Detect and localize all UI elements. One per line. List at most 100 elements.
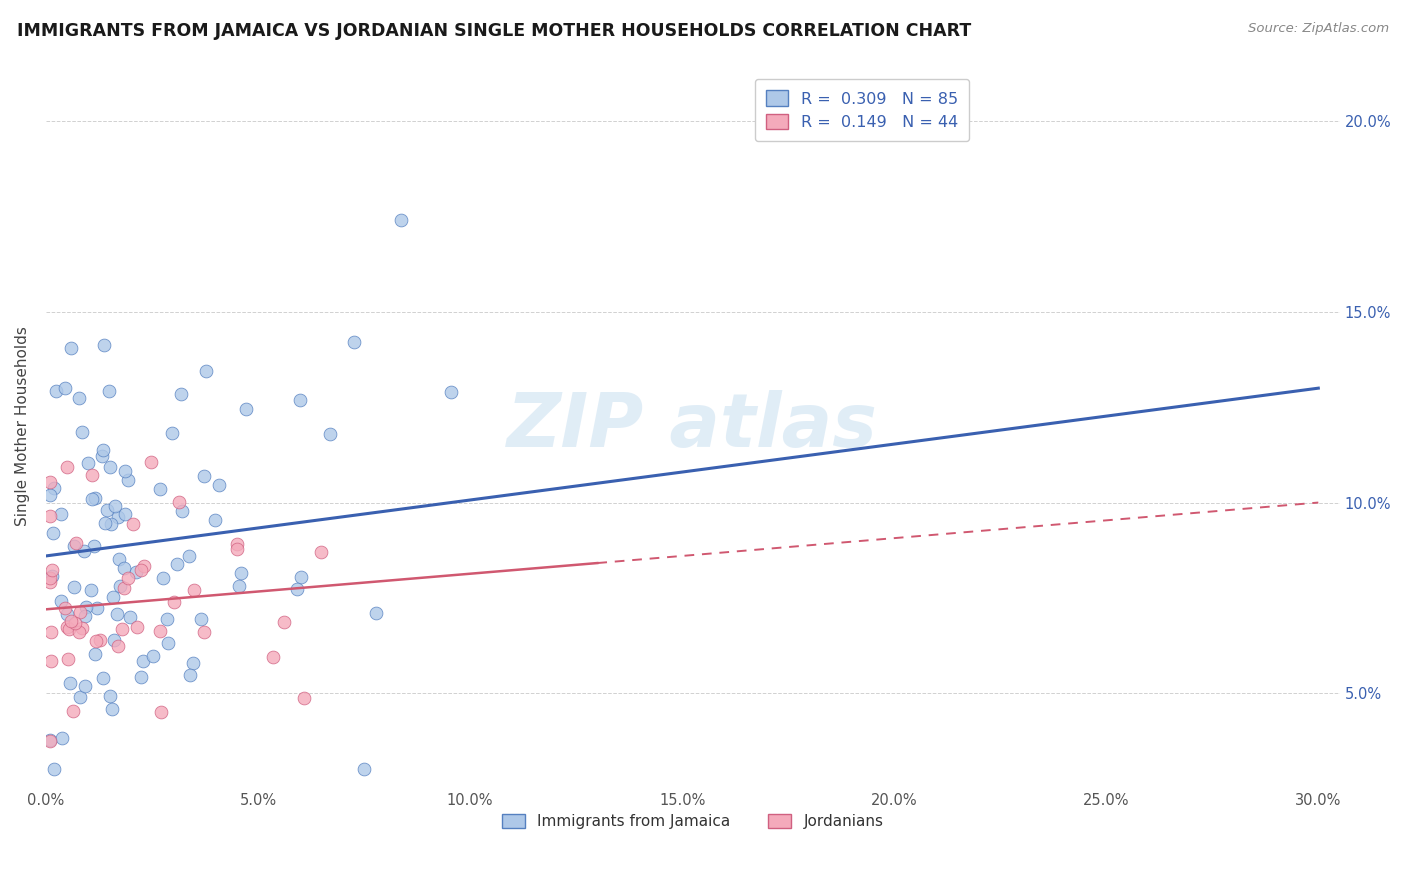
Point <box>364 606 387 620</box>
Point <box>56 607 79 621</box>
Point <box>45 384 67 399</box>
Point <box>108 552 131 566</box>
Point <box>225 537 247 551</box>
Point <box>285 582 308 596</box>
Point <box>114 561 136 575</box>
Point <box>91 442 114 457</box>
Point <box>226 542 249 557</box>
Point <box>75 600 97 615</box>
Point <box>309 545 332 559</box>
Point <box>76 456 98 470</box>
Point <box>42 481 65 495</box>
Point <box>292 691 315 706</box>
Point <box>389 212 412 227</box>
Point <box>60 341 83 355</box>
Point <box>166 557 188 571</box>
Point <box>84 634 107 648</box>
Point <box>155 612 177 626</box>
Point <box>181 656 204 670</box>
Point <box>93 337 115 351</box>
Point <box>69 690 91 705</box>
Point <box>142 648 165 663</box>
Point <box>39 488 62 502</box>
Point <box>51 731 73 746</box>
Point <box>207 478 229 492</box>
Point <box>94 516 117 530</box>
Point <box>39 571 62 585</box>
Point <box>162 426 184 441</box>
Point <box>56 459 79 474</box>
Point <box>91 450 114 464</box>
Point <box>69 605 91 619</box>
Point <box>342 334 364 349</box>
Point <box>108 579 131 593</box>
Point <box>235 401 257 416</box>
Point <box>80 468 103 483</box>
Point <box>190 612 212 626</box>
Point <box>163 595 186 609</box>
Point <box>56 652 79 666</box>
Point <box>179 549 201 564</box>
Point <box>103 633 125 648</box>
Point <box>129 563 152 577</box>
Point <box>53 381 76 395</box>
Point <box>114 507 136 521</box>
Point <box>112 581 135 595</box>
Point <box>129 670 152 684</box>
Point <box>179 668 201 682</box>
Point <box>101 590 124 604</box>
Point <box>273 615 295 629</box>
Point <box>82 491 104 506</box>
Point <box>152 571 174 585</box>
Point <box>139 455 162 469</box>
Point <box>79 583 101 598</box>
Point <box>193 625 215 640</box>
Point <box>125 566 148 580</box>
Point <box>62 704 84 718</box>
Point <box>44 763 66 777</box>
Point <box>172 504 194 518</box>
Point <box>231 566 253 580</box>
Point <box>39 654 62 668</box>
Point <box>98 689 121 703</box>
Point <box>49 507 72 521</box>
Point <box>439 384 461 399</box>
Point <box>120 609 142 624</box>
Point <box>39 574 62 589</box>
Point <box>149 705 172 719</box>
Point <box>132 558 155 573</box>
Point <box>167 495 190 509</box>
Point <box>75 609 97 624</box>
Point <box>59 675 82 690</box>
Point <box>41 569 63 583</box>
Point <box>49 593 72 607</box>
Point <box>195 364 218 378</box>
Point <box>39 475 62 489</box>
Text: ZIP atlas: ZIP atlas <box>508 390 879 463</box>
Point <box>58 623 80 637</box>
Point <box>204 513 226 527</box>
Point <box>96 503 118 517</box>
Point <box>65 536 87 550</box>
Text: Source: ZipAtlas.com: Source: ZipAtlas.com <box>1249 22 1389 36</box>
Point <box>117 474 139 488</box>
Point <box>98 384 121 398</box>
Point <box>228 579 250 593</box>
Point <box>84 491 107 505</box>
Point <box>86 600 108 615</box>
Point <box>42 526 65 541</box>
Point <box>63 580 86 594</box>
Point <box>290 570 312 584</box>
Point <box>65 615 87 630</box>
Point <box>107 639 129 653</box>
Point <box>39 624 62 639</box>
Legend: Immigrants from Jamaica, Jordanians: Immigrants from Jamaica, Jordanians <box>496 807 890 835</box>
Point <box>67 392 90 406</box>
Point <box>100 516 122 531</box>
Point <box>89 632 111 647</box>
Point <box>75 679 97 693</box>
Point <box>117 571 139 585</box>
Point <box>73 543 96 558</box>
Point <box>98 459 121 474</box>
Point <box>183 582 205 597</box>
